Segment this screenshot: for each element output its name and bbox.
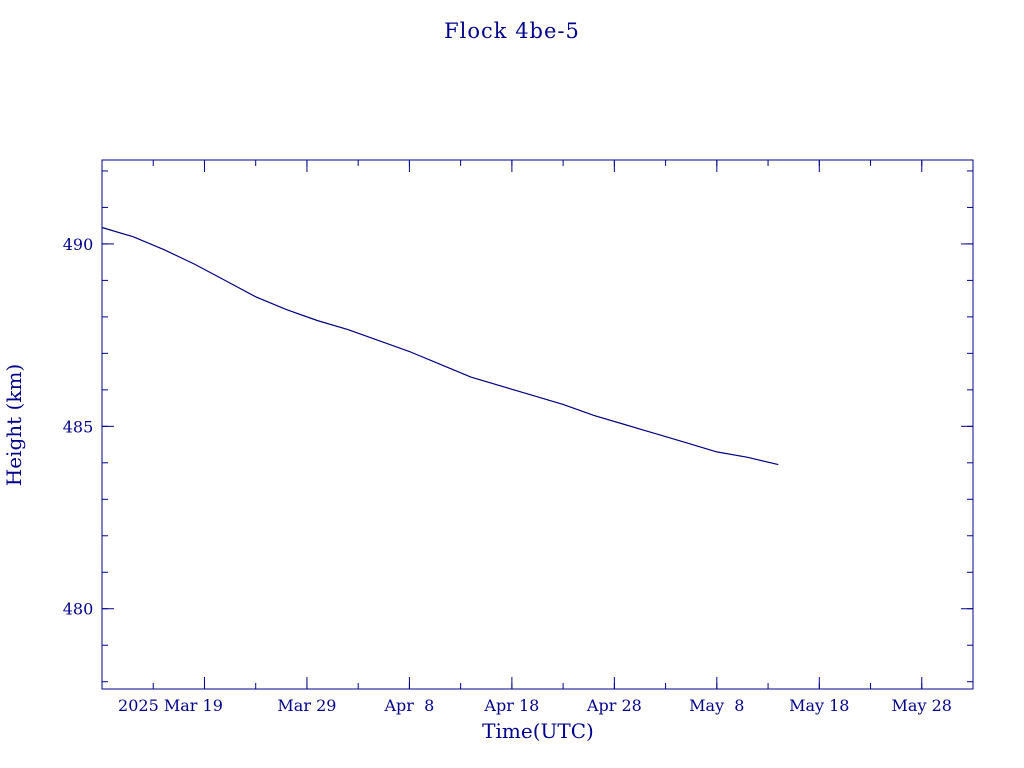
axis-ticks [101, 160, 974, 689]
x-tick-label: May 18 [789, 696, 849, 715]
y-axis-title: Height (km) [2, 364, 26, 486]
x-tick-label: Mar 29 [277, 696, 336, 715]
y-tick-label: 480 [63, 600, 94, 619]
x-tick-label: Apr 28 [586, 696, 642, 715]
x-tick-label: May 8 [689, 696, 744, 715]
series-line [101, 226, 779, 466]
plot-frame [101, 159, 974, 690]
x-axis-title: Time(UTC) [482, 719, 594, 743]
x-tick-label: Apr 8 [384, 696, 435, 715]
x-tick-label: May 28 [892, 696, 952, 715]
x-tick-label: 2025 Mar 19 [118, 696, 223, 715]
y-tick-label: 485 [63, 417, 94, 436]
y-tick-label: 490 [63, 235, 94, 254]
series-group [101, 226, 779, 466]
axis-tick-labels: 2025 Mar 19 Mar 29 Apr 8 Apr 18 Apr 28 May 8 M… [63, 235, 952, 715]
chart-title: Flock 4be-5 [444, 19, 580, 43]
x-tick-label: Apr 18 [483, 696, 539, 715]
